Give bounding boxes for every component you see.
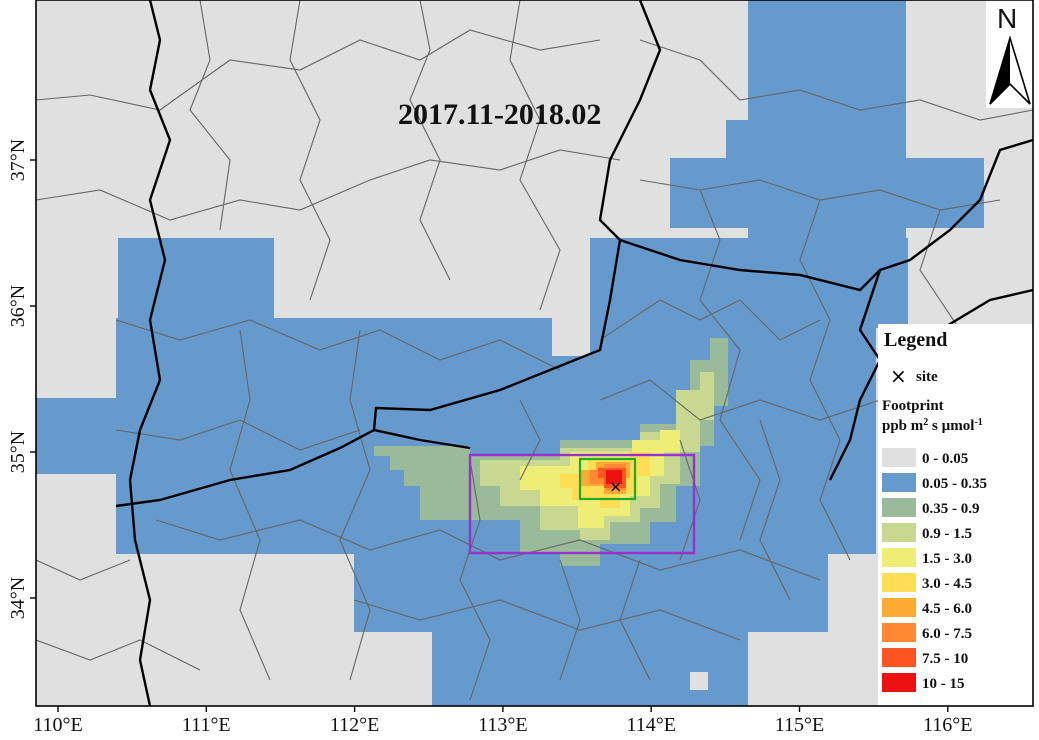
legend-footprint-label: Footprint — [882, 398, 944, 414]
x-tick-label: 115°E — [775, 714, 824, 736]
legend-swatch — [882, 648, 916, 667]
x-tick-label: 111°E — [182, 714, 231, 736]
x-tick-label: 116°E — [923, 714, 972, 736]
site-marker: × — [609, 477, 622, 496]
legend-unit: ppb m2 s µmol-1 — [882, 417, 983, 435]
map-frame — [35, 0, 1034, 707]
x-tick-label: 113°E — [478, 714, 527, 736]
legend-site-label: site — [916, 369, 938, 385]
legend-swatch — [882, 498, 916, 517]
legend-class-label: 10 - 15 — [922, 676, 965, 692]
legend-class-label: 7.5 - 10 — [922, 651, 968, 667]
y-axis: 34°N 35°N 36°N 37°N — [7, 139, 36, 619]
legend-swatch — [882, 448, 916, 467]
x-axis: 110°E 111°E 112°E 113°E 114°E 115°E 116°E — [33, 706, 973, 736]
province-boundaries — [115, 0, 1033, 706]
legend-class-label: 0 - 0.05 — [922, 451, 968, 467]
legend-swatch — [882, 673, 916, 692]
inner-domain-box — [578, 457, 637, 501]
x-tick-label: 110°E — [33, 714, 82, 736]
svg-text:N: N — [997, 3, 1017, 34]
legend-class-label: 1.5 - 3.0 — [922, 551, 972, 567]
y-tick-label: 37°N — [7, 139, 29, 181]
legend: Legend × site Footprint ppb m2 s µmol-1 … — [878, 324, 1033, 706]
legend-title: Legend — [884, 329, 947, 351]
outer-domain-box — [468, 453, 696, 555]
legend-class-label: 4.5 - 6.0 — [922, 601, 972, 617]
legend-site-symbol: × — [890, 364, 907, 388]
legend-class-label: 0.9 - 1.5 — [922, 526, 972, 542]
legend-class-label: 0.05 - 0.35 — [922, 476, 987, 492]
legend-swatch — [882, 598, 916, 617]
legend-swatch — [882, 573, 916, 592]
x-tick-label: 112°E — [330, 714, 379, 736]
legend-swatch — [882, 523, 916, 542]
y-tick-label: 36°N — [7, 285, 29, 327]
x-tick-label: 114°E — [626, 714, 675, 736]
y-tick-label: 35°N — [7, 431, 29, 473]
legend-swatch — [882, 473, 916, 492]
legend-class-label: 3.0 - 4.5 — [922, 576, 972, 592]
map-title: 2017.11-2018.02 — [398, 98, 601, 131]
legend-class-label: 0.35 - 0.9 — [922, 501, 980, 517]
footprint-class-10-15 — [606, 470, 622, 484]
legend-class-label: 6.0 - 7.5 — [922, 626, 972, 642]
legend-swatch — [882, 623, 916, 642]
y-tick-label: 34°N — [7, 577, 29, 619]
legend-swatch — [882, 548, 916, 567]
north-arrow-icon: N — [986, 0, 1033, 108]
